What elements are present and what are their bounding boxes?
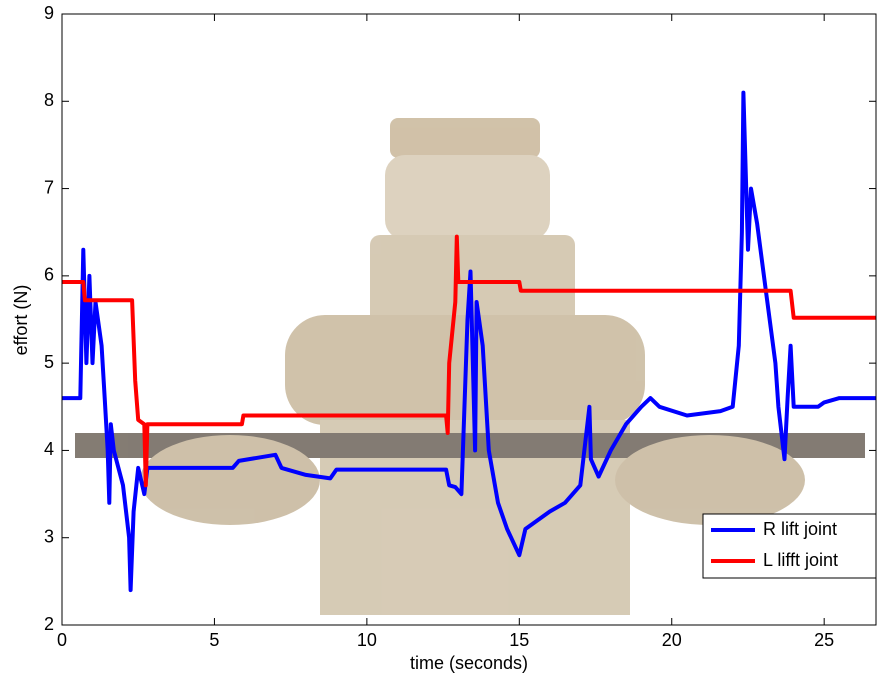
x-tick-label: 5 (209, 630, 219, 650)
legend-box (702, 513, 877, 579)
robot-neck (385, 155, 550, 240)
x-tick-label: 15 (509, 630, 529, 650)
plot-area (62, 90, 876, 593)
y-tick-label: 5 (44, 352, 54, 372)
line-series (62, 90, 876, 593)
y-axis-label: effort (N) (11, 285, 31, 356)
y-tick-label: 6 (44, 265, 54, 285)
robot-left-arm (140, 435, 320, 525)
robot-head (390, 118, 540, 158)
y-tick-label: 3 (44, 526, 54, 546)
axes-frame (61, 13, 877, 626)
legend-label: R lift joint (763, 519, 837, 539)
legend-label: L lifft joint (763, 550, 838, 570)
x-axis-label: time (seconds) (410, 653, 528, 673)
y-tick-label: 2 (44, 614, 54, 634)
y-tick-label: 7 (44, 177, 54, 197)
x-tick-label: 20 (662, 630, 682, 650)
x-tick-label: 10 (357, 630, 377, 650)
line-series (62, 234, 876, 488)
y-tick-label: 4 (44, 439, 54, 459)
y-tick-label: 9 (44, 3, 54, 23)
robot-right-arm (615, 435, 805, 525)
x-tick-label: 0 (57, 630, 67, 650)
x-tick-label: 25 (814, 630, 834, 650)
y-tick-label: 8 (44, 90, 54, 110)
